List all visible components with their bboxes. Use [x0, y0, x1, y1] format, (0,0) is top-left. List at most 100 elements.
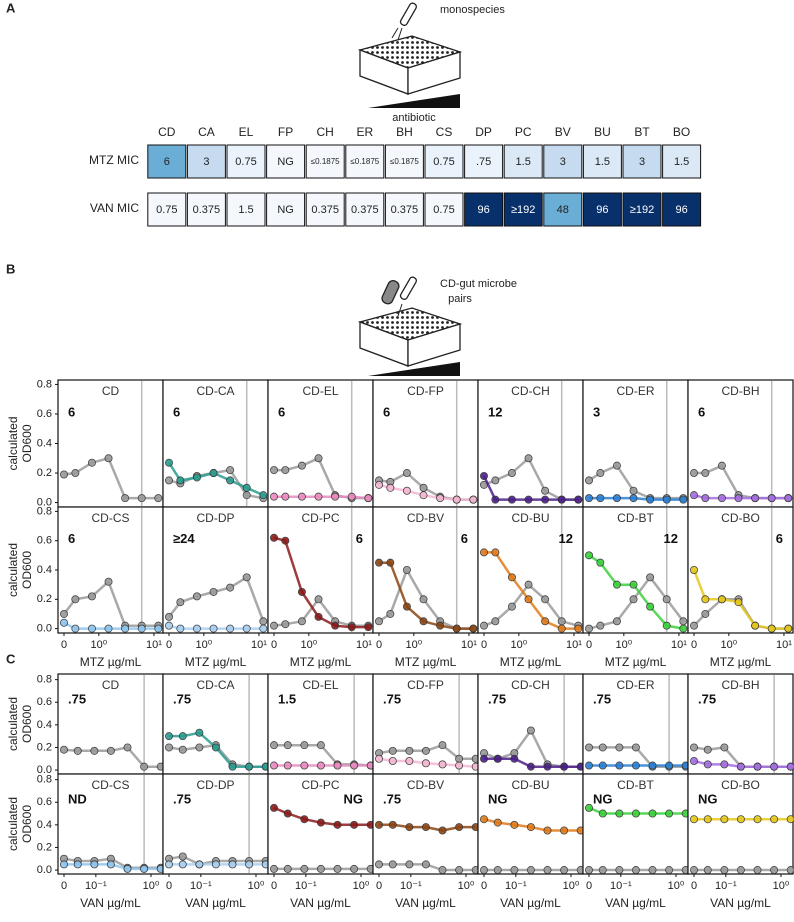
cell-value: 0.75 — [433, 204, 454, 216]
panel-frame — [477, 506, 584, 634]
panel-title: CD — [102, 384, 120, 398]
annotation: .75 — [383, 791, 401, 806]
data-point — [770, 866, 779, 875]
data-point — [452, 495, 461, 504]
data-point — [786, 762, 794, 771]
data-point — [316, 818, 325, 827]
y-axis-label: calculated — [6, 416, 20, 470]
table-cell — [226, 192, 266, 227]
panel-title: CD-CA — [197, 384, 235, 398]
data-point — [347, 492, 356, 501]
data-point — [209, 587, 218, 596]
data-point — [192, 624, 201, 633]
data-point — [507, 469, 516, 478]
panel-title: CD-BO — [721, 778, 760, 792]
annotation: ≥24 — [173, 531, 195, 546]
y-tick-label: 0.8 — [37, 505, 52, 517]
annotation: 6 — [356, 531, 363, 546]
data-point — [493, 818, 502, 827]
data-point — [178, 852, 187, 861]
cell-value: 0.375 — [193, 204, 221, 216]
annotation: 6 — [278, 404, 285, 419]
data-point — [386, 558, 395, 567]
data-point — [245, 762, 254, 771]
panel-title: CD-CA — [197, 678, 235, 692]
data-point — [164, 732, 173, 741]
data-point — [526, 823, 535, 832]
table-cell — [424, 144, 464, 179]
data-point — [631, 866, 640, 875]
table-cell — [384, 192, 424, 227]
panel-frame — [687, 673, 794, 775]
data-point — [228, 762, 237, 771]
panel-title: CD-DP — [197, 511, 235, 525]
data-point — [585, 866, 594, 875]
table-cell — [503, 192, 543, 227]
data-point — [690, 566, 699, 575]
cell-value: NG — [277, 204, 294, 216]
data-point — [690, 491, 699, 500]
data-point — [300, 741, 309, 750]
cell-value: 3 — [639, 156, 645, 168]
data-point — [690, 621, 699, 630]
data-point — [479, 815, 488, 824]
data-point — [419, 491, 428, 500]
data-point — [87, 624, 96, 633]
table-cell — [186, 144, 226, 179]
data-point — [269, 803, 278, 812]
data-point — [364, 494, 373, 503]
cell-value: 0.375 — [391, 204, 419, 216]
y-axis-label: OD600 — [20, 805, 34, 843]
data-point — [736, 815, 745, 824]
data-point — [703, 866, 712, 875]
cell-value: ≤0.1875 — [350, 157, 379, 166]
y-axis-label: calculated — [6, 797, 20, 851]
data-point — [701, 609, 710, 618]
data-point — [631, 809, 640, 818]
data-point — [455, 754, 464, 763]
column-header: CA — [198, 125, 215, 139]
data-point — [73, 746, 82, 755]
panel-title: CD-BV — [407, 778, 444, 792]
data-point — [269, 492, 278, 501]
data-point — [543, 826, 552, 835]
data-point — [388, 757, 397, 766]
data-point — [374, 480, 383, 489]
data-point — [615, 809, 624, 818]
annotation: .75 — [383, 691, 401, 706]
table-cell — [147, 192, 187, 227]
y-tick-label: 0.6 — [37, 535, 52, 547]
data-point — [164, 458, 173, 467]
panel-label: A — [6, 0, 16, 15]
data-point — [524, 595, 533, 604]
panel-title: CD-EL — [302, 678, 338, 692]
data-point — [60, 860, 69, 869]
annotation: 6 — [173, 404, 180, 419]
column-header: DP — [475, 125, 492, 139]
cell-value: 3 — [203, 156, 209, 168]
table-cell — [543, 144, 583, 179]
data-point — [479, 548, 488, 557]
data-point — [753, 762, 762, 771]
data-point — [690, 757, 699, 766]
data-point — [123, 864, 132, 873]
x-tick-label: 0 — [586, 639, 592, 651]
panel-title: CD-BT — [617, 778, 654, 792]
data-point — [364, 623, 373, 632]
data-point — [350, 864, 359, 873]
data-point — [541, 495, 550, 504]
data-point — [333, 820, 342, 829]
data-point — [176, 598, 185, 607]
x-tick-label: 10⁰ — [143, 880, 160, 892]
annotation: 6 — [68, 404, 75, 419]
data-point — [421, 823, 430, 832]
x-tick-label: 10⁰ — [405, 639, 422, 651]
data-point — [493, 866, 502, 875]
y-axis-label: OD600 — [20, 551, 34, 589]
x-tick-label: 10⁻¹ — [505, 880, 527, 892]
data-point — [419, 617, 428, 626]
x-tick-label: 10⁰ — [615, 639, 632, 651]
x-tick-label: 10¹ — [566, 639, 582, 651]
data-point — [510, 866, 519, 875]
x-tick-label: 10⁰ — [300, 639, 317, 651]
